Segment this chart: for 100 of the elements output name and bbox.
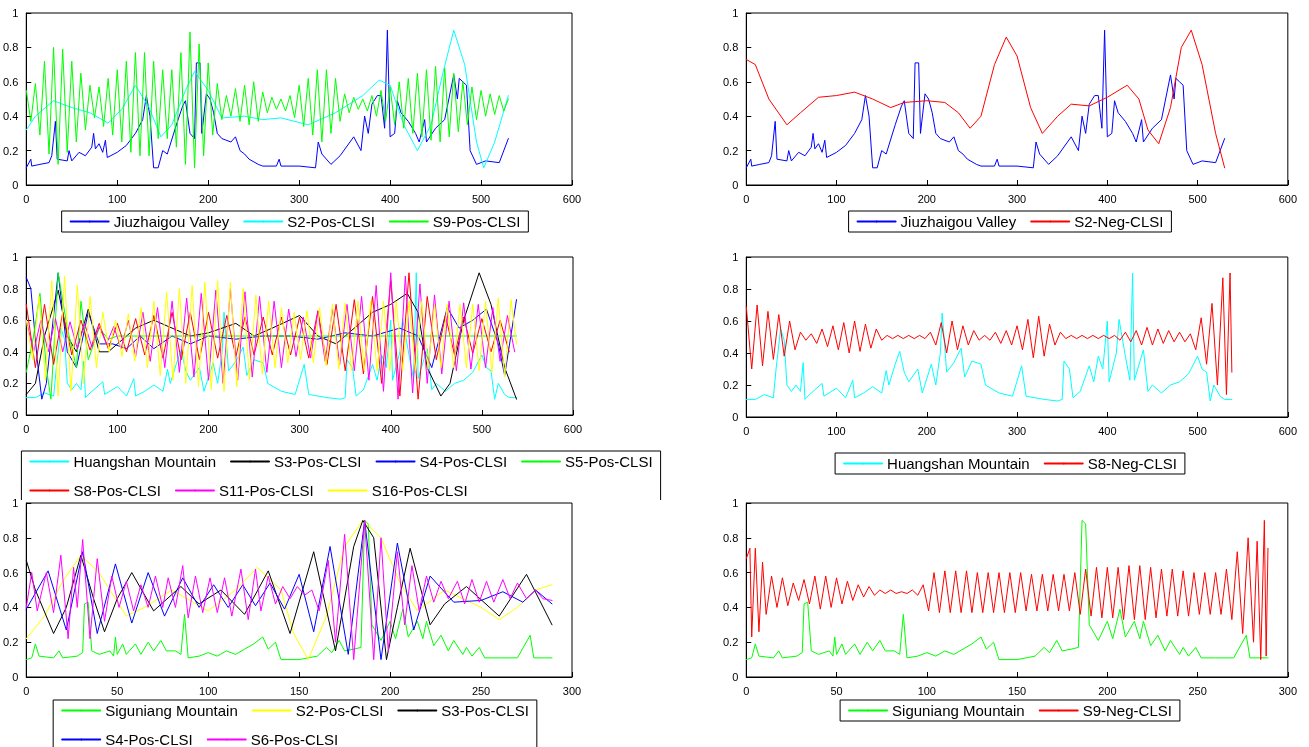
x-tick-label: 400 (381, 422, 400, 435)
y-tick-label: 1 (12, 7, 19, 19)
x-tick-label: 300 (290, 422, 309, 435)
y-tick-label: 1 (12, 251, 19, 263)
x-tick-label: 0 (23, 684, 30, 697)
legend-label: S2-Pos-CLSI (295, 702, 384, 719)
x-tick-label: 300 (289, 192, 309, 205)
y-tick-label: 0.8 (2, 41, 19, 54)
legend-label: Siguniang Mountain (105, 702, 238, 719)
x-tick-label: 250 (471, 684, 491, 697)
x-tick-label: 0 (23, 192, 30, 205)
y-tick-label: 0.6 (722, 566, 739, 579)
x-tick-label: 50 (111, 684, 124, 697)
x-tick-label: 200 (917, 424, 936, 437)
y-tick-label: 0.4 (722, 347, 739, 359)
y-tick-label: 0.6 (2, 566, 19, 579)
legend-label: S2-Neg-CLSI (1074, 213, 1164, 230)
legend-label: S6-Pos-CLSI (250, 731, 339, 747)
x-tick-label: 0 (23, 422, 30, 435)
y-tick-label: 0 (12, 671, 19, 683)
x-tick-label: 150 (1007, 684, 1027, 697)
y-tick-label: 0.4 (2, 601, 19, 614)
y-tick-label: 0.2 (2, 377, 19, 390)
y-tick-label: 0.2 (722, 636, 739, 649)
x-tick-label: 400 (1098, 424, 1117, 437)
x-tick-label: 100 (199, 684, 218, 697)
legend-label: S11-Pos-CLSI (218, 482, 314, 499)
legend-label: S8-Pos-CLSI (73, 482, 161, 499)
x-tick-label: 200 (1098, 684, 1117, 697)
y-tick-label: 0.8 (722, 41, 739, 54)
x-tick-label: 500 (1188, 192, 1207, 205)
x-tick-label: 50 (830, 684, 843, 697)
x-tick-label: 300 (562, 684, 582, 697)
y-tick-label: 1 (732, 497, 739, 509)
y-tick-label: 0.8 (722, 531, 739, 544)
x-tick-label: 150 (289, 684, 309, 697)
x-tick-label: 100 (108, 192, 127, 205)
x-tick-label: 250 (1188, 684, 1207, 697)
y-tick-label: 0.2 (722, 144, 739, 157)
y-tick-label: 0.2 (722, 379, 739, 391)
y-tick-label: 1 (732, 7, 739, 19)
x-tick-label: 600 (563, 422, 583, 435)
legend-label: Jiuzhaigou Valley (900, 213, 1017, 230)
x-tick-label: 400 (1098, 192, 1117, 205)
legend-label: S9-Neg-CLSI (1082, 702, 1172, 719)
y-tick-label: 0.6 (722, 315, 739, 327)
x-tick-label: 400 (380, 192, 400, 205)
y-tick-label: 0.8 (2, 531, 19, 544)
x-tick-label: 0 (743, 424, 750, 437)
legend-label: S4-Pos-CLSI (105, 731, 193, 747)
x-tick-label: 300 (1007, 424, 1027, 437)
x-tick-label: 600 (562, 192, 582, 205)
y-tick-label: 0.4 (722, 601, 739, 614)
line-series (745, 29, 1226, 169)
y-tick-label: 0.2 (2, 636, 19, 649)
y-tick-label: 0.6 (2, 314, 19, 327)
x-tick-label: 600 (1278, 192, 1297, 205)
x-tick-label: 100 (827, 192, 846, 205)
y-tick-label: 0.4 (722, 110, 739, 123)
x-tick-label: 0 (743, 192, 750, 205)
y-tick-label: 0 (732, 411, 739, 423)
x-tick-label: 500 (1188, 424, 1207, 437)
x-tick-label: 300 (1278, 684, 1297, 697)
x-tick-label: 200 (199, 192, 218, 205)
x-tick-label: 100 (108, 422, 127, 435)
legend-label: S4-Pos-CLSI (419, 453, 508, 470)
y-tick-label: 0.4 (2, 345, 19, 358)
y-tick-label: 0.8 (2, 282, 19, 295)
legend-label: Huangshan Mountain (73, 453, 217, 470)
legend-label: S8-Neg-CLSI (1087, 455, 1177, 472)
legend-label: S16-Pos-CLSI (371, 482, 468, 499)
x-tick-label: 300 (1007, 192, 1027, 205)
x-tick-label: 200 (380, 684, 400, 697)
x-tick-label: 100 (917, 684, 936, 697)
line-series (745, 519, 1269, 661)
y-tick-label: 1 (732, 251, 739, 263)
x-tick-label: 500 (471, 192, 491, 205)
y-tick-label: 0.2 (2, 144, 19, 157)
legend-label: Jiuzhaigou Valley (113, 213, 230, 230)
x-tick-label: 0 (743, 684, 750, 697)
x-tick-label: 500 (472, 422, 492, 435)
legend-label: S3-Pos-CLSI (274, 453, 362, 470)
y-tick-label: 0.6 (2, 75, 19, 88)
legend-label: Siguniang Mountain (892, 702, 1025, 719)
y-tick-label: 0 (12, 409, 19, 421)
legend-label: S5-Pos-CLSI (565, 453, 653, 470)
y-tick-label: 0 (12, 179, 19, 191)
legend-label: S2-Pos-CLSI (287, 213, 375, 230)
legend-label: S9-Pos-CLSI (432, 213, 521, 230)
legend-label: S3-Pos-CLSI (441, 702, 529, 719)
y-tick-label: 0 (732, 179, 739, 191)
y-tick-label: 0.8 (722, 283, 739, 295)
x-tick-label: 100 (827, 424, 846, 437)
legend-label: Huangshan Mountain (887, 455, 1030, 472)
y-tick-label: 0.6 (722, 75, 739, 88)
y-tick-label: 1 (12, 497, 19, 509)
x-tick-label: 600 (1278, 424, 1297, 437)
x-tick-label: 200 (917, 192, 936, 205)
x-tick-label: 200 (199, 422, 218, 435)
y-tick-label: 0.4 (2, 110, 19, 123)
